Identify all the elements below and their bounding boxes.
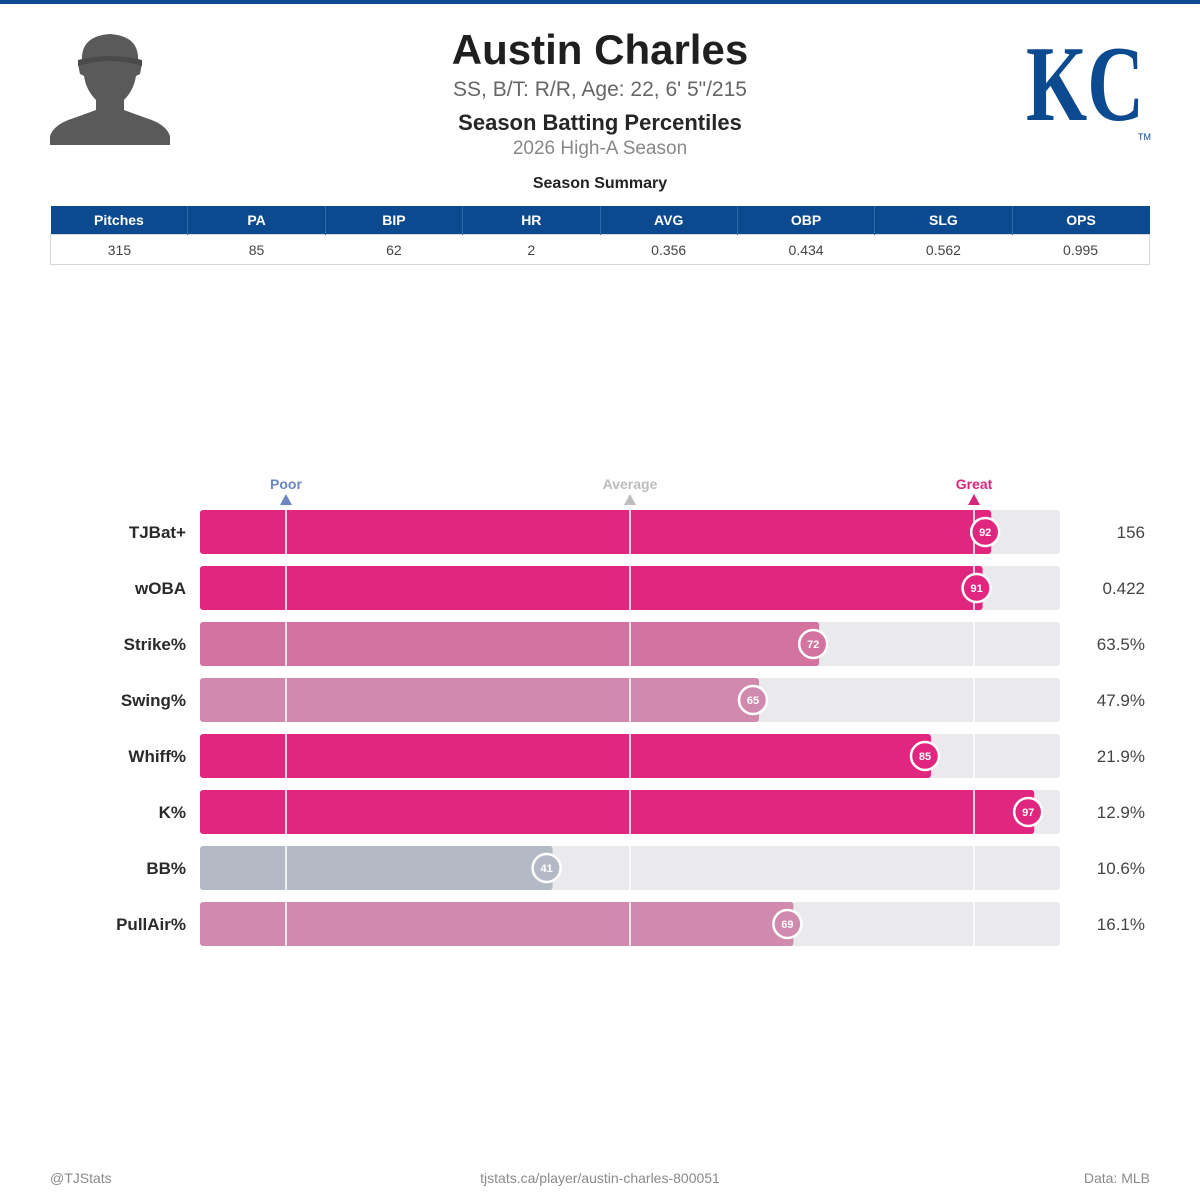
percentile-value-label: 69 <box>781 919 793 931</box>
metric-label: Swing% <box>121 691 186 710</box>
summary-value-row: 315 85 62 2 0.356 0.434 0.562 0.995 <box>49 234 1151 265</box>
summary-header-cell: OPS <box>1011 206 1150 235</box>
percentile-badge <box>531 852 562 884</box>
marker-label: Average <box>603 476 658 492</box>
summary-header-cell: OBP <box>736 206 875 235</box>
percentile-chart: Poor Average Great TJBat+ 92 156 wOBA 91 0.422 St… <box>116 476 1145 946</box>
footer-url: tjstats.ca/player/austin-charles-800051 <box>480 1170 720 1186</box>
team-logo-trademark: TM <box>1138 132 1151 142</box>
percentile-badge <box>737 684 769 716</box>
summary-value-cell: 85 <box>187 234 326 265</box>
summary-header-cell: BIP <box>324 206 463 235</box>
marker-triangle <box>968 494 980 505</box>
percentile-value-label: 91 <box>970 583 982 595</box>
summary-header-cell: SLG <box>874 206 1013 235</box>
marker-label: Poor <box>270 476 302 492</box>
summary-value-cell: 0.434 <box>737 234 875 265</box>
percentile-value-label: 97 <box>1022 807 1034 819</box>
metric-label: BB% <box>146 859 186 878</box>
percentile-bar <box>200 734 931 778</box>
percentile-bar <box>200 846 553 890</box>
season-summary-table: Pitches PA BIP HR AVG OBP SLG OPS 315 85… <box>49 206 1151 265</box>
percentile-badge <box>969 516 1001 548</box>
marker-label: Great <box>956 476 993 492</box>
summary-title: Season Summary <box>532 175 668 192</box>
percentile-bar <box>200 566 983 610</box>
percentile-badge <box>797 628 829 660</box>
stat-value-label: 16.1% <box>1097 915 1145 934</box>
percentile-bar <box>200 678 759 722</box>
metric-label: Whiff% <box>128 747 186 766</box>
percentile-bar <box>200 510 992 554</box>
report-title: Season Batting Percentiles <box>458 110 742 135</box>
player-bio: SS, B/T: R/R, Age: 22, 6' 5"/215 <box>453 78 747 101</box>
percentile-value-label: 65 <box>747 695 759 707</box>
percentile-bar <box>200 790 1035 834</box>
summary-header-cell: PA <box>187 206 326 235</box>
stat-value-label: 63.5% <box>1097 635 1145 654</box>
metric-label: TJBat+ <box>129 523 186 542</box>
percentile-bar <box>200 902 794 946</box>
stat-value-label: 21.9% <box>1097 747 1145 766</box>
percentile-value-label: 85 <box>919 751 931 763</box>
percentile-badge <box>909 740 941 772</box>
summary-value-cell: 0.995 <box>1012 234 1151 265</box>
footer-source: Data: MLB <box>1083 1170 1150 1186</box>
metric-label: K% <box>159 803 186 822</box>
stat-value-label: 10.6% <box>1097 859 1145 878</box>
summary-header-cell: HR <box>462 206 600 235</box>
metric-label: wOBA <box>134 579 186 598</box>
summary-value-cell: 2 <box>462 234 600 265</box>
summary-header-cell: AVG <box>599 206 738 235</box>
player-name: Austin Charles <box>451 26 749 73</box>
player-silhouette-icon <box>50 34 170 145</box>
metric-label: PullAir% <box>116 915 186 934</box>
summary-value-cell: 0.562 <box>874 234 1013 265</box>
metric-label: Strike% <box>124 635 186 654</box>
team-logo: KC TM <box>1026 25 1151 144</box>
percentile-bar <box>200 622 820 666</box>
top-rule <box>0 0 1200 4</box>
stat-value-label: 0.422 <box>1102 579 1145 598</box>
report-subtitle: 2026 High-A Season <box>512 138 688 159</box>
stat-value-label: 12.9% <box>1097 803 1145 822</box>
stat-value-label: 156 <box>1117 523 1145 542</box>
summary-header-row: Pitches PA BIP HR AVG OBP SLG OPS <box>50 206 1150 235</box>
summary-header-cell: Pitches <box>50 206 188 235</box>
summary-value-cell: 62 <box>325 234 463 265</box>
percentile-value-label: 92 <box>979 527 991 539</box>
percentile-badge <box>961 572 992 604</box>
percentile-badge <box>772 908 803 940</box>
team-logo-letters: KC <box>1026 25 1144 144</box>
summary-value-cell: 315 <box>49 234 188 265</box>
percentile-value-label: 72 <box>807 639 819 651</box>
percentile-value-label: 41 <box>540 863 552 875</box>
stat-value-label: 47.9% <box>1097 691 1145 710</box>
percentile-badge <box>1012 796 1044 828</box>
summary-value-cell: 0.356 <box>600 234 738 265</box>
footer-handle: @TJStats <box>50 1170 112 1186</box>
marker-triangle <box>280 494 292 505</box>
marker-triangle <box>624 494 636 505</box>
